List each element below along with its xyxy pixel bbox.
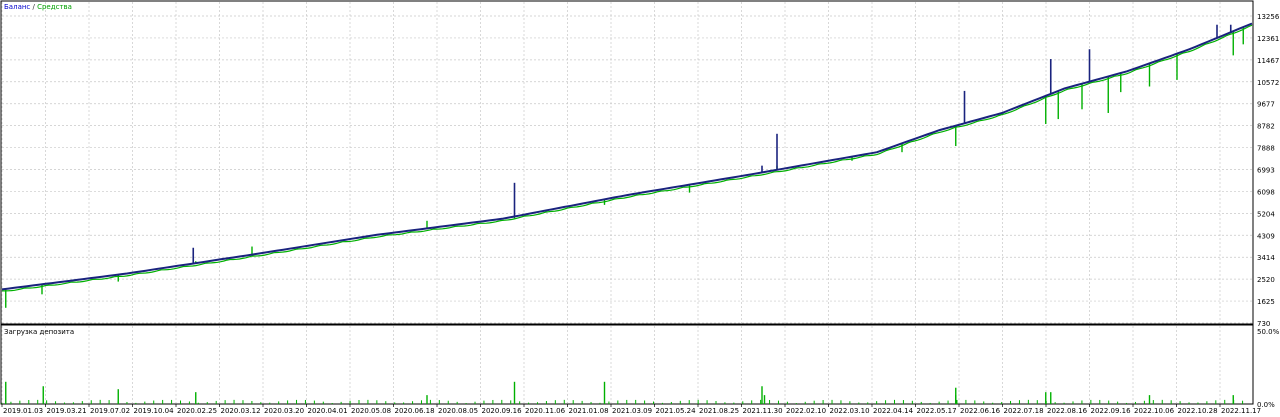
balance-series (1, 22, 1253, 291)
x-tick-label: 2021.05.24 (656, 407, 697, 415)
y-tick-label: 13256 (1257, 13, 1280, 21)
main-y-axis: 730 1625 2520 3414 4309 5204 6098 6993 7888 8782 9… (1257, 13, 1280, 328)
x-tick-label: 2022.02.10 (786, 407, 826, 415)
x-tick-label: 2021.11.30 (743, 407, 783, 415)
y-tick-label: 1625 (1257, 298, 1275, 306)
x-tick-label: 2020.08.05 (438, 407, 478, 415)
legend: Баланс / Средства (4, 3, 72, 11)
x-tick-label: 2022.06.16 (960, 407, 1001, 415)
deposit-load-title: Загрузка депозита (4, 328, 74, 336)
x-tick-label: 2020.11.06 (525, 407, 566, 415)
y-tick-label: 3414 (1257, 254, 1275, 262)
x-tick-label: 2022.04.14 (873, 407, 914, 415)
x-tick-label: 2020.03.12 (221, 407, 261, 415)
y-tick-label: 5204 (1257, 210, 1275, 218)
deposit-load-gridlines (1, 326, 1221, 403)
y-tick-label: 12361 (1257, 35, 1279, 43)
x-tick-label: 2022.10.06 (1134, 407, 1175, 415)
x-tick-label: 2020.04.01 (308, 407, 348, 415)
x-tick-label: 2019.07.02 (90, 407, 130, 415)
y-tick-label: 9677 (1257, 101, 1275, 109)
deposit-load-ytick-bottom: 0.0% (1257, 401, 1275, 409)
y-tick-label: 7888 (1257, 145, 1275, 153)
x-tick-label: 2022.10.28 (1178, 407, 1218, 415)
deposit-load-ytick-top: 50.0% (1257, 328, 1280, 336)
x-tick-label: 2019.03.21 (47, 407, 87, 415)
x-axis: 2019.01.03 2019.03.21 2019.07.02 2019.10.04… (1, 404, 1261, 415)
x-tick-label: 2022.05.17 (917, 407, 957, 415)
y-tick-label: 8782 (1257, 123, 1275, 131)
y-tick-label: 6993 (1257, 167, 1275, 175)
x-tick-label: 2021.01.08 (569, 407, 609, 415)
x-tick-label: 2021.08.25 (699, 407, 739, 415)
legend-separator: / (30, 3, 37, 11)
x-tick-label: 2020.02.25 (177, 407, 217, 415)
x-tick-label: 2022.07.18 (1004, 407, 1044, 415)
x-tick-label: 2020.06.18 (395, 407, 435, 415)
y-tick-label: 730 (1257, 320, 1270, 328)
x-tick-label: 2019.10.04 (134, 407, 175, 415)
balance-line (1, 22, 1253, 291)
legend-equity: Средства (37, 3, 72, 11)
y-tick-label: 2520 (1257, 276, 1275, 284)
x-tick-label: 2020.09.16 (482, 407, 523, 415)
x-tick-label: 2021.03.09 (612, 407, 652, 415)
equity-line (2, 24, 1253, 292)
x-tick-label: 2020.03.20 (264, 407, 304, 415)
x-tick-label: 2022.03.10 (830, 407, 870, 415)
y-tick-label: 10572 (1257, 79, 1279, 87)
x-tick-label: 2022.11.17 (1221, 407, 1261, 415)
legend-balance: Баланс (4, 3, 30, 11)
y-tick-label: 11467 (1257, 57, 1279, 65)
x-tick-label: 2020.05.08 (351, 407, 391, 415)
y-tick-label: 4309 (1257, 232, 1275, 240)
x-tick-label: 2019.01.03 (3, 407, 43, 415)
main-gridlines (1, 2, 1252, 324)
deposit-load-frame (0, 324, 1254, 405)
y-tick-label: 6098 (1257, 188, 1275, 196)
main-plot-frame (0, 0, 1254, 325)
deposit-load-bars (1, 381, 1244, 404)
x-tick-label: 2022.08.16 (1047, 407, 1088, 415)
x-tick-label: 2022.09.16 (1091, 407, 1132, 415)
